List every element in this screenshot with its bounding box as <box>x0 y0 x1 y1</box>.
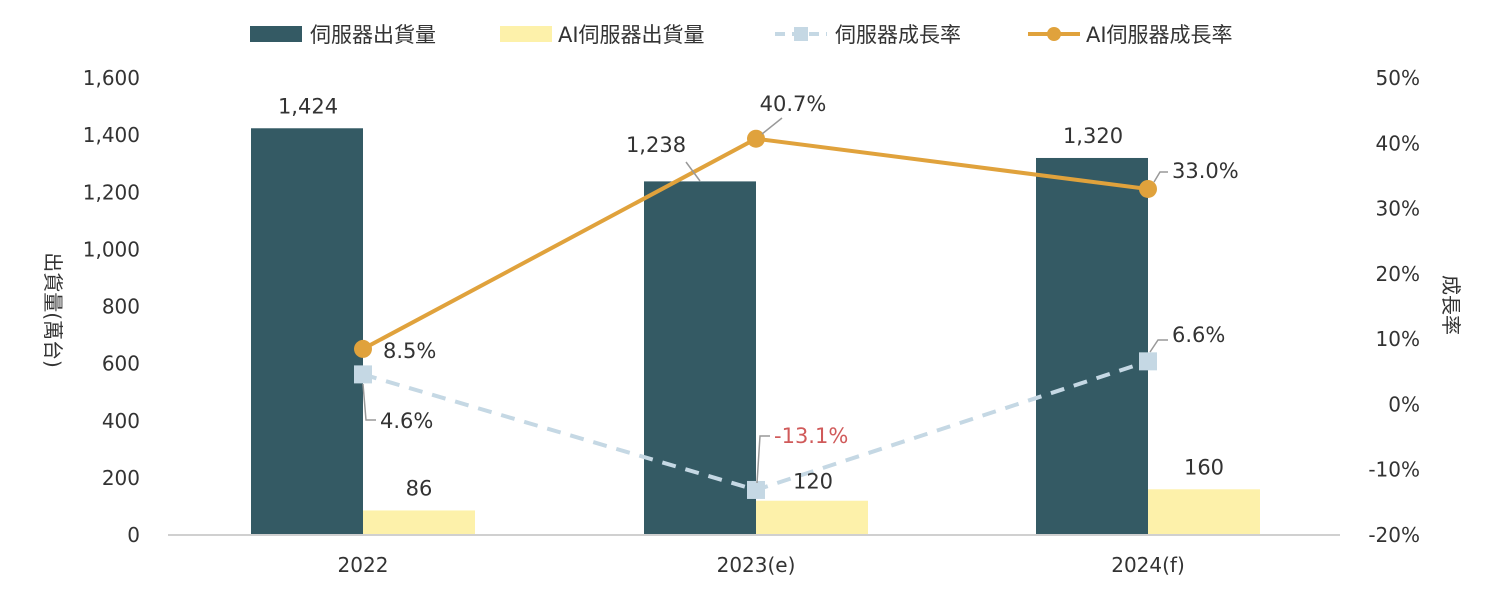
y-left-tick-label: 200 <box>102 466 140 490</box>
y-left-tick-label: 0 <box>127 523 140 547</box>
legend-swatch <box>500 26 552 42</box>
y-left-tick-label: 1,200 <box>83 180 140 204</box>
y-right-tick-label: 40% <box>1376 131 1420 155</box>
legend-label: AI伺服器成長率 <box>1086 23 1233 47</box>
legend-marker <box>794 27 808 41</box>
ai-server-shipment-bar <box>363 510 475 535</box>
x-axis: 2022 2023(e) 2024(f) <box>338 553 1185 577</box>
server-bar-label: 1,320 <box>1063 124 1123 148</box>
x-tick-label: 2024(f) <box>1111 553 1185 577</box>
y-left-tick-label: 800 <box>102 295 140 319</box>
ai-growth-label: 8.5% <box>383 339 436 363</box>
label-leader-line <box>1149 339 1168 353</box>
label-leader-line <box>761 117 783 135</box>
ai-server-shipment-bar <box>1148 489 1260 535</box>
y-left-tick-label: 1,600 <box>83 66 140 90</box>
ai-bar-label: 120 <box>793 470 833 494</box>
left-axis: 0 200 400 600 800 1,000 1,200 1,400 1,600 <box>83 66 140 547</box>
server-growth-marker <box>1139 352 1157 371</box>
label-leader-line <box>685 161 701 182</box>
y-right-tick-label: 10% <box>1376 327 1420 351</box>
server-growth-marker <box>747 480 765 499</box>
server-shipment-bar <box>1036 157 1148 535</box>
x-tick-label: 2023(e) <box>717 553 796 577</box>
legend-label: AI伺服器出貨量 <box>558 23 705 47</box>
label-leader-line <box>756 435 770 484</box>
server-growth-label: 6.6% <box>1172 323 1225 347</box>
right-axis: -20% -10% 0% 10% 20% 30% 40% 50% <box>1368 66 1420 547</box>
y-right-tick-label: 30% <box>1376 197 1420 221</box>
legend-label: 伺服器出貨量 <box>310 23 436 47</box>
y-left-tick-label: 600 <box>102 352 140 376</box>
y-left-tick-label: 1,400 <box>83 123 140 147</box>
label-leader-line <box>1153 171 1168 183</box>
ai-server-growth-marker <box>747 129 765 148</box>
x-tick-label: 2022 <box>338 553 389 577</box>
server-bar-label: 1,238 <box>626 133 686 157</box>
legend-label: 伺服器成長率 <box>835 23 961 47</box>
growth-lines <box>354 129 1157 499</box>
bars <box>251 128 1260 536</box>
legend-marker <box>1047 27 1061 41</box>
y-right-tick-label: 50% <box>1376 66 1420 90</box>
y-right-tick-label: 0% <box>1388 392 1420 416</box>
ai-server-shipment-bar <box>756 500 868 535</box>
y-right-axis-title: 成長率 <box>1439 275 1463 335</box>
server-shipment-bar <box>251 128 363 535</box>
data-labels: 1,424 1,238 1,320 86 120 160 8.5% 40.7% 33.0% 4.6… <box>278 92 1239 500</box>
legend-swatch <box>250 26 302 42</box>
ai-bar-label: 160 <box>1184 455 1224 479</box>
legend: 伺服器出貨量 AI伺服器出貨量 伺服器成長率 AI伺服器成長率 <box>250 23 1233 47</box>
server-growth-marker <box>354 365 372 384</box>
server-growth-label: 4.6% <box>380 409 433 433</box>
label-leader-line <box>362 383 376 421</box>
server-growth-label: -13.1% <box>774 424 848 448</box>
y-left-axis-title: 出貨量(萬台) <box>41 252 65 368</box>
server-shipment-bar <box>644 181 756 536</box>
y-left-tick-label: 400 <box>102 409 140 433</box>
ai-server-growth-marker <box>1139 179 1157 198</box>
ai-server-growth-marker <box>354 339 372 358</box>
ai-growth-label: 33.0% <box>1172 159 1239 183</box>
y-left-tick-label: 1,000 <box>83 237 140 261</box>
y-right-tick-label: -20% <box>1368 523 1420 547</box>
ai-growth-label: 40.7% <box>760 92 827 116</box>
y-right-tick-label: -10% <box>1368 458 1420 482</box>
server-bar-label: 1,424 <box>278 94 338 118</box>
y-right-tick-label: 20% <box>1376 262 1420 286</box>
ai-bar-label: 86 <box>406 476 433 500</box>
